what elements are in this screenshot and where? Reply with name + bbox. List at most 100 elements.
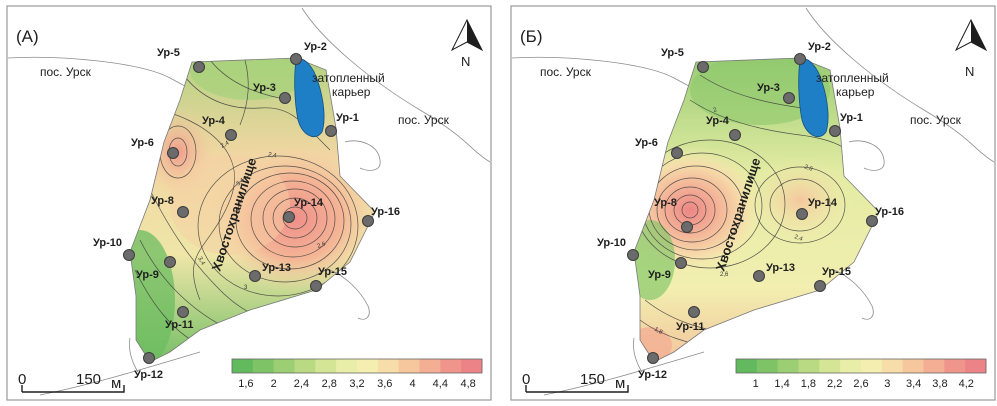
place-label-ursk-east: пос. Урск	[398, 113, 450, 127]
well-label: Ур-9	[648, 269, 671, 281]
place-label-ursk-west: пос. Урск	[540, 65, 592, 79]
legend-swatch	[777, 359, 799, 373]
contour-labels: 2,4 2,4 3,4 3,4 3 2,6	[196, 140, 327, 291]
well-label: Ур-6	[131, 137, 154, 149]
well-point	[866, 215, 878, 227]
contour-label: 2,6	[803, 164, 814, 173]
well-marker: Ур-4	[202, 115, 237, 141]
well-label: Ур-15	[822, 266, 851, 278]
scale-distance: 150	[580, 371, 605, 388]
legend-swatch	[944, 359, 966, 373]
legend-tick-label: 1,6	[238, 378, 253, 390]
legend-swatch	[357, 359, 379, 373]
well-label: Ур-4	[706, 115, 730, 127]
well-point	[193, 61, 205, 73]
panel-b: 22,62,42,61,8 Ур-1 Ур-2 Ур-3 Ур-4 Ур-5 Ур-6 Ур…	[510, 5, 996, 401]
legend-tick-label: 4	[409, 378, 415, 390]
well-point	[753, 270, 765, 282]
well-point	[249, 270, 261, 282]
well-label: Ур-12	[134, 369, 163, 381]
well-marker: Ур-6	[635, 137, 683, 159]
well-point	[671, 147, 683, 159]
well-label: Ур-10	[597, 237, 626, 249]
well-point	[675, 257, 687, 269]
legend-tick-label: 4,4	[433, 378, 448, 390]
contours	[134, 59, 359, 346]
well-point	[177, 306, 189, 318]
well-marker: Ур-1	[829, 112, 863, 137]
scale-unit: м	[111, 375, 121, 392]
legend-swatch	[965, 359, 987, 373]
well-point	[681, 221, 693, 233]
color-legend: 1 1,4 1,8 2,2 2,6 3 3,4 3,8 4,2	[735, 358, 987, 390]
contour-label: 2,4	[220, 140, 231, 150]
contour-label: 3,4	[235, 177, 246, 187]
well-point	[283, 211, 295, 223]
legend-swatch	[736, 359, 758, 373]
quarry-label-line1: затопленный	[312, 71, 385, 85]
well-label: Ур-15	[318, 266, 347, 278]
well-marker: Ур-15	[310, 266, 347, 292]
legend-swatch	[756, 359, 778, 373]
well-marker: Ур-1	[325, 112, 359, 137]
well-point	[279, 92, 291, 104]
legend-swatch	[273, 359, 295, 373]
well-point	[814, 280, 826, 292]
well-marker: Ур-15	[814, 266, 851, 292]
flooded-quarry	[294, 58, 325, 137]
legend-tick-label: 3	[884, 378, 890, 390]
well-label: Ур-4	[202, 115, 226, 127]
legend-tick-label: 1,8	[801, 378, 816, 390]
legend-swatch	[798, 359, 820, 373]
legend-swatch	[315, 359, 337, 373]
legend-tick-label: 2,6	[853, 378, 868, 390]
well-point	[697, 61, 709, 73]
legend-swatch	[336, 359, 358, 373]
well-label: Ур-11	[165, 319, 193, 331]
well-point	[362, 215, 374, 227]
wells: Ур-1 Ур-2 Ур-3 Ур-4 Ур-5 Ур-6 Ур-8 Ур-9 Ур-10 Ур-…	[597, 41, 904, 381]
wells: Ур-1 Ур-2 Ур-3 Ур-4 Ур-5 Ур-6 Ур-8 Ур-9 Ур-10 Ур-…	[93, 41, 400, 381]
well-label: Ур-2	[304, 41, 327, 53]
legend-tick-label: 1,4	[774, 378, 789, 390]
tailings-outline	[129, 140, 381, 373]
scale-zero: 0	[18, 371, 26, 388]
well-label: Ур-13	[766, 262, 795, 274]
well-point	[325, 125, 337, 137]
legend-tick-label: 3,2	[349, 378, 364, 390]
well-marker: Ур-12	[134, 352, 163, 381]
legend-swatch	[461, 359, 483, 373]
legend-swatch	[881, 359, 903, 373]
well-label: Ур-2	[808, 41, 831, 53]
legend-swatch	[819, 359, 841, 373]
well-label: Ур-5	[661, 47, 684, 59]
well-marker: Ур-11	[165, 306, 193, 331]
legend-swatch	[840, 359, 862, 373]
north-label: N	[965, 64, 974, 79]
well-marker: Ур-12	[638, 352, 667, 381]
legend-tick-label: 3,4	[906, 378, 921, 390]
well-marker: Ур-14	[796, 197, 838, 220]
well-point	[647, 352, 659, 364]
well-marker: Ур-3	[757, 82, 795, 104]
contour-labels: 2 2,6 2,4 2,6 1,8	[653, 107, 814, 336]
color-legend: 1,6 2 2,4 2,8 3,2 3,6 4 4,4 4,8	[231, 358, 483, 390]
contour-label: 3,4	[196, 256, 206, 267]
well-marker: Ур-9	[136, 256, 176, 281]
well-label: Ур-16	[875, 206, 904, 218]
legend-swatch	[252, 359, 274, 373]
legend-swatch	[232, 359, 254, 373]
well-marker: Ур-16	[866, 206, 904, 227]
well-marker: Ур-2	[794, 41, 831, 65]
panel-a: 2,42,43,43,432,6 Ур-1Ур-2Ур-3Ур-4Ур-5Ур-…	[6, 5, 492, 401]
well-label: Ур-14	[808, 197, 838, 209]
well-marker: Ур-8	[151, 195, 189, 218]
well-point	[794, 53, 806, 65]
scale-distance: 150	[76, 371, 101, 388]
legend-tick-label: 4,8	[460, 378, 475, 390]
legend-swatch	[419, 359, 441, 373]
quarry-label-line1: затопленный	[816, 71, 889, 85]
legend-swatch	[398, 359, 420, 373]
north-label: N	[461, 54, 470, 69]
well-marker: Ур-10	[597, 237, 639, 261]
